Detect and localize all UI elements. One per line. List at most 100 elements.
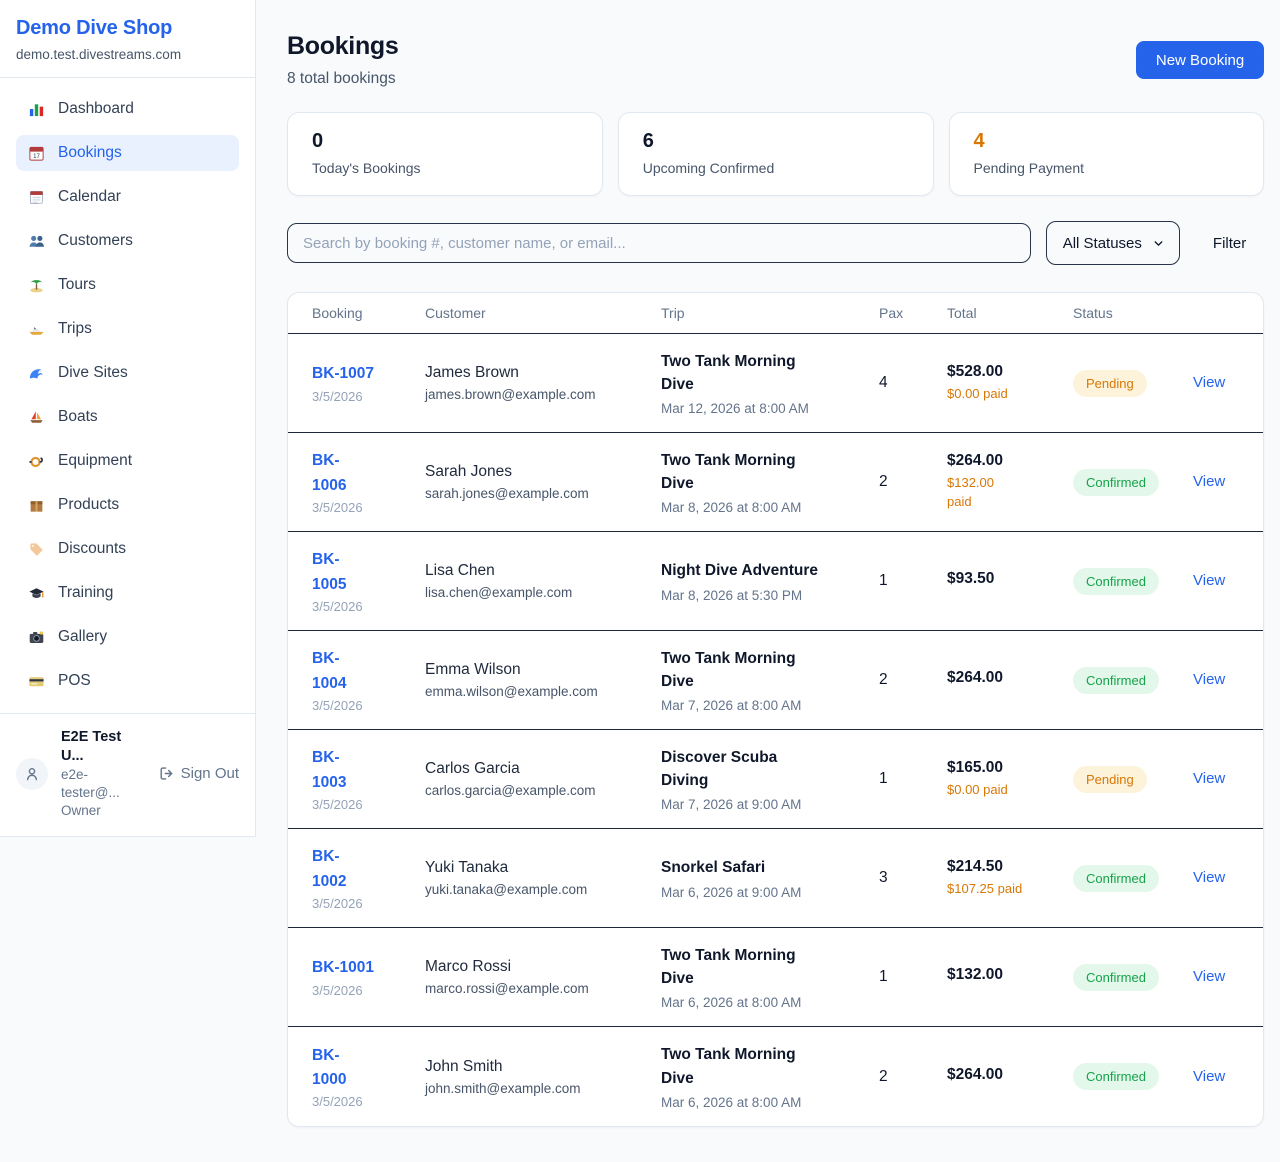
stats-row: 0 Today's Bookings 6 Upcoming Confirmed … bbox=[287, 112, 1265, 196]
view-link[interactable]: View bbox=[1193, 1067, 1226, 1085]
sidebar-item-dashboard[interactable]: Dashboard bbox=[16, 91, 239, 127]
booking-date: 3/5/2026 bbox=[312, 388, 363, 404]
total-amount: $264.00 bbox=[947, 669, 1004, 686]
total-amount: $264.00 bbox=[947, 452, 1004, 470]
sidebar-item-training[interactable]: Training bbox=[16, 575, 239, 611]
stat-card-todays-bookings: 0 Today's Bookings bbox=[287, 112, 603, 196]
total-amount: $165.00 bbox=[947, 758, 1004, 776]
sidebar-item-calendar[interactable]: Calendar bbox=[16, 179, 239, 215]
trip-name: Two Tank Morning Dive bbox=[661, 1046, 796, 1087]
sign-out-icon bbox=[160, 767, 173, 781]
sidebar-item-label: POS bbox=[58, 672, 91, 689]
stat-card-pending-payment: 4 Pending Payment bbox=[948, 112, 1265, 196]
sidebar-item-trips[interactable]: Trips bbox=[16, 311, 239, 347]
status-filter-value: All Statuses bbox=[1062, 234, 1142, 252]
customer-email: marco.rossi@example.com bbox=[425, 981, 589, 996]
booking-id-link[interactable]: BK- 1006 bbox=[312, 452, 347, 494]
table-row: BK-1007 3/5/2026 James Brown james.brown@e… bbox=[288, 334, 1264, 433]
view-link[interactable]: View bbox=[1193, 671, 1226, 688]
user-role: Owner bbox=[61, 802, 101, 818]
customer-name: Marco Rossi bbox=[425, 958, 512, 975]
customer-email: sarah.jones@example.com bbox=[425, 486, 589, 501]
trip-datetime: Mar 6, 2026 at 9:00 AM bbox=[661, 884, 802, 900]
table-row: BK- 1005 3/5/2026 Lisa Chen lisa.chen@exam… bbox=[288, 532, 1264, 631]
brand-block: Demo Dive Shop demo.test.divestreams.com bbox=[0, 0, 255, 78]
stat-card-upcoming-confirmed: 6 Upcoming Confirmed bbox=[617, 112, 934, 196]
sidebar-item-gallery[interactable]: Gallery bbox=[16, 619, 239, 655]
page-title: Bookings bbox=[287, 32, 399, 60]
booking-id-link[interactable]: BK- 1002 bbox=[312, 848, 347, 890]
column-header-trip: Trip bbox=[661, 305, 685, 321]
customer-name: Emma Wilson bbox=[425, 661, 521, 678]
user-info: E2E Test U... e2e-tester@... Owner bbox=[61, 728, 145, 820]
status-badge: Confirmed bbox=[1073, 864, 1159, 892]
sidebar-item-dive-sites[interactable]: Dive Sites bbox=[16, 355, 239, 391]
sidebar-item-equipment[interactable]: Equipment bbox=[16, 443, 239, 479]
person-icon bbox=[26, 767, 38, 781]
stat-value: 0 bbox=[312, 130, 324, 152]
customer-name: Yuki Tanaka bbox=[425, 859, 509, 876]
search-input[interactable] bbox=[287, 223, 1031, 263]
view-link[interactable]: View bbox=[1193, 473, 1226, 490]
customer-name: Carlos Garcia bbox=[425, 760, 520, 777]
view-link[interactable]: View bbox=[1193, 869, 1226, 886]
sidebar-item-label: Trips bbox=[58, 320, 92, 337]
status-filter-select[interactable]: All Statuses bbox=[1045, 221, 1180, 265]
status-badge: Confirmed bbox=[1073, 963, 1159, 991]
view-link[interactable]: View bbox=[1193, 374, 1226, 391]
customer-name: Lisa Chen bbox=[425, 562, 495, 579]
sidebar-item-products[interactable]: Products bbox=[16, 487, 239, 523]
trip-name: Two Tank Morning Dive bbox=[661, 649, 796, 690]
new-booking-button[interactable]: New Booking bbox=[1135, 41, 1265, 79]
trip-datetime: Mar 6, 2026 at 8:00 AM bbox=[661, 1094, 802, 1110]
booking-id-link[interactable]: BK-1001 bbox=[312, 959, 375, 977]
brand-name: Demo Dive Shop bbox=[16, 17, 173, 39]
sidebar-item-label: Bookings bbox=[58, 144, 122, 161]
sidebar-item-discounts[interactable]: Discounts bbox=[16, 531, 239, 567]
column-header-status: Status bbox=[1073, 305, 1113, 321]
stat-value: 6 bbox=[642, 130, 654, 152]
status-badge: Pending bbox=[1073, 369, 1147, 397]
filter-row: All Statuses Filter bbox=[287, 221, 1264, 265]
trip-name: Snorkel Safari bbox=[661, 859, 766, 877]
table-row: BK- 1004 3/5/2026 Emma Wilson emma.wilson@… bbox=[288, 631, 1264, 730]
sign-out-button[interactable]: Sign Out bbox=[158, 765, 239, 782]
sidebar-item-bookings[interactable]: 17 Bookings bbox=[16, 135, 239, 171]
customer-email: yuki.tanaka@example.com bbox=[425, 882, 588, 897]
sidebar-item-boats[interactable]: Boats bbox=[16, 399, 239, 435]
booking-id-link[interactable]: BK- 1003 bbox=[312, 749, 347, 791]
sidebar-item-customers[interactable]: Customers bbox=[16, 223, 239, 259]
bookings-table: Booking Customer Trip Pax Total Status B… bbox=[287, 292, 1265, 1127]
trip-name: Discover Scuba Diving bbox=[661, 748, 778, 789]
booking-date: 3/5/2026 bbox=[312, 982, 363, 998]
sidebar-item-label: Tours bbox=[58, 276, 96, 293]
pax-count: 2 bbox=[879, 671, 888, 688]
sidebar: Demo Dive Shop demo.test.divestreams.com… bbox=[0, 0, 256, 837]
paid-amount: $107.25 paid bbox=[947, 880, 1023, 896]
sidebar-item-pos[interactable]: POS bbox=[16, 663, 239, 699]
equipment-icon bbox=[28, 453, 45, 470]
table-header: Booking Customer Trip Pax Total Status bbox=[288, 293, 1264, 334]
booking-id-link[interactable]: BK- 1005 bbox=[312, 551, 347, 593]
booking-id-link[interactable]: BK-1007 bbox=[312, 365, 375, 383]
pos-icon bbox=[28, 673, 45, 690]
calendar-icon bbox=[28, 189, 45, 206]
sidebar-item-label: Equipment bbox=[58, 452, 133, 469]
customer-email: lisa.chen@example.com bbox=[425, 585, 573, 600]
filter-button[interactable]: Filter bbox=[1195, 227, 1264, 260]
table-row: BK- 1006 3/5/2026 Sarah Jones sarah.jones@… bbox=[288, 433, 1264, 532]
booking-id-link[interactable]: BK- 1000 bbox=[312, 1046, 347, 1088]
customer-email: james.brown@example.com bbox=[425, 387, 596, 402]
total-amount: $132.00 bbox=[947, 966, 1004, 983]
total-amount: $93.50 bbox=[947, 570, 995, 587]
view-link[interactable]: View bbox=[1193, 770, 1226, 787]
booking-id-link[interactable]: BK- 1004 bbox=[312, 650, 347, 692]
view-link[interactable]: View bbox=[1193, 572, 1226, 589]
training-icon bbox=[28, 585, 45, 602]
dashboard-icon bbox=[28, 101, 45, 118]
sidebar-item-tours[interactable]: Tours bbox=[16, 267, 239, 303]
trip-name: Two Tank Morning Dive bbox=[661, 451, 796, 492]
view-link[interactable]: View bbox=[1193, 968, 1226, 985]
trips-icon bbox=[28, 321, 45, 338]
